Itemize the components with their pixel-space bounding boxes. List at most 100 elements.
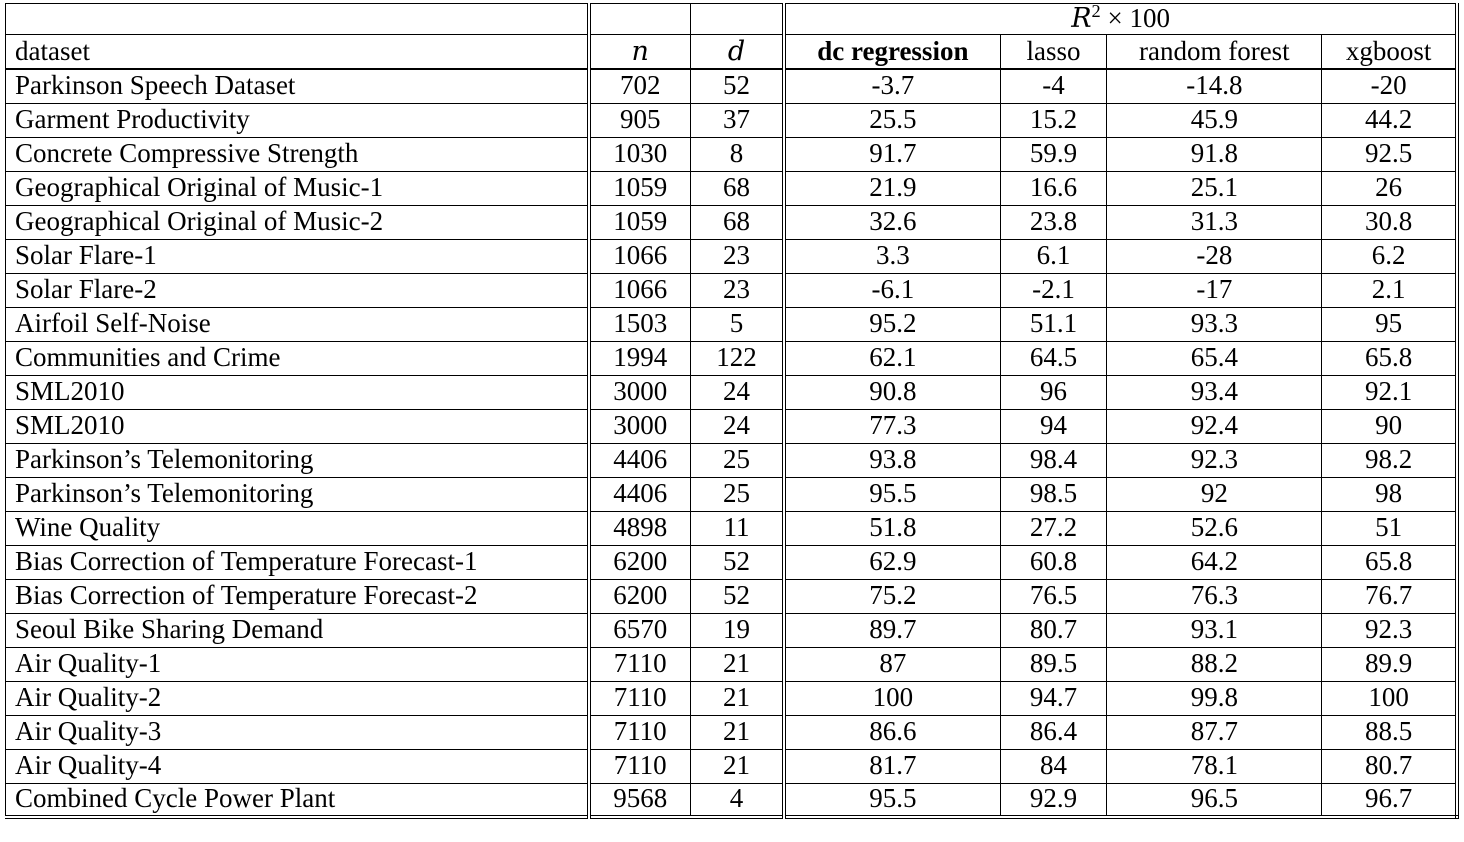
cell-xgb: 65.8 [1321,544,1457,580]
cell-dataset: Solar Flare-2 [5,272,591,308]
cell-n: 7110 [588,646,691,682]
header-spacer-cell [588,3,691,35]
cell-rf: -28 [1106,238,1323,274]
cell-rf: 76.3 [1106,578,1323,614]
cell-xgb: 6.2 [1321,238,1457,274]
cell-rf: 99.8 [1106,680,1323,716]
cell-d: 19 [690,612,787,648]
table-row: Air Quality-1 7110 21 87 89.5 88.2 89.9 [5,646,1457,682]
cell-lasso: 98.5 [1000,476,1108,512]
cell-dc: 25.5 [784,102,1001,138]
cell-dataset: SML2010 [5,374,591,410]
cell-lasso: 76.5 [1000,578,1108,614]
table-row: Bias Correction of Temperature Forecast-… [5,578,1457,614]
cell-n: 1066 [588,238,691,274]
times-100-label: × 100 [1100,3,1170,34]
cell-dc: -3.7 [784,68,1001,104]
cell-n: 3000 [588,374,691,410]
cell-d: 25 [690,442,787,478]
cell-lasso: 64.5 [1000,340,1108,376]
cell-lasso: 92.9 [1000,782,1108,818]
column-header-n: n [588,34,691,70]
cell-rf: -14.8 [1106,68,1323,104]
cell-dataset: Communities and Crime [5,340,591,376]
cell-d: 11 [690,510,787,546]
cell-xgb: 98.2 [1321,442,1457,478]
cell-n: 4898 [588,510,691,546]
cell-d: 37 [690,102,787,138]
table-header: R2 × 100 dataset n d dc regression lasso… [5,3,1457,70]
cell-n: 1066 [588,272,691,308]
cell-rf: 96.5 [1106,782,1323,818]
cell-lasso: 86.4 [1000,714,1108,750]
cell-xgb: 92.1 [1321,374,1457,410]
table-row: Air Quality-4 7110 21 81.7 84 78.1 80.7 [5,748,1457,784]
cell-lasso: 94.7 [1000,680,1108,716]
header-spacer-cell [690,3,787,35]
cell-dc: 77.3 [784,408,1001,444]
cell-xgb: 95 [1321,306,1457,342]
cell-dataset: Parkinson’s Telemonitoring [5,476,591,512]
cell-lasso: 16.6 [1000,170,1108,206]
table-row: Parkinson’s Telemonitoring 4406 25 95.5 98.5… [5,476,1457,512]
cell-xgb: 90 [1321,408,1457,444]
cell-dataset: Air Quality-1 [5,646,591,682]
cell-rf: 88.2 [1106,646,1323,682]
cell-dc: 51.8 [784,510,1001,546]
cell-rf: 92.4 [1106,408,1323,444]
cell-dataset: Air Quality-4 [5,748,591,784]
table-row: Solar Flare-2 1066 23 -6.1 -2.1 -17 2.1 [5,272,1457,308]
cell-dc: 87 [784,646,1001,682]
r2-comparison-table: R2 × 100 dataset n d dc regression lasso… [5,3,1459,819]
cell-n: 6200 [588,578,691,614]
cell-xgb: 30.8 [1321,204,1457,240]
cell-rf: 92.3 [1106,442,1323,478]
cell-dc: 90.8 [784,374,1001,410]
cell-dc: 86.6 [784,714,1001,750]
cell-dc: 62.9 [784,544,1001,580]
cell-lasso: 15.2 [1000,102,1108,138]
r2-symbol: R [1071,3,1092,35]
cell-xgb: 100 [1321,680,1457,716]
cell-xgb: 92.3 [1321,612,1457,648]
cell-n: 1059 [588,170,691,206]
cell-n: 6200 [588,544,691,580]
cell-d: 68 [690,204,787,240]
cell-d: 52 [690,68,787,104]
cell-d: 21 [690,680,787,716]
cell-dc: 21.9 [784,170,1001,206]
cell-xgb: 76.7 [1321,578,1457,614]
cell-dataset: Geographical Original of Music-1 [5,170,591,206]
cell-dataset: Seoul Bike Sharing Demand [5,612,591,648]
cell-rf: 52.6 [1106,510,1323,546]
cell-d: 4 [690,782,787,818]
cell-dc: 81.7 [784,748,1001,784]
cell-n: 3000 [588,408,691,444]
table-row: Airfoil Self-Noise 1503 5 95.2 51.1 93.3 95 [5,306,1457,342]
cell-n: 1059 [588,204,691,240]
cell-d: 52 [690,544,787,580]
cell-rf: 91.8 [1106,136,1323,172]
cell-dc: 32.6 [784,204,1001,240]
table-row: Concrete Compressive Strength 1030 8 91.7 59… [5,136,1457,172]
cell-rf: -17 [1106,272,1323,308]
cell-d: 21 [690,748,787,784]
cell-n: 905 [588,102,691,138]
cell-d: 25 [690,476,787,512]
cell-lasso: 89.5 [1000,646,1108,682]
cell-dataset: Wine Quality [5,510,591,546]
table-row: Air Quality-2 7110 21 100 94.7 99.8 100 [5,680,1457,716]
table-row: Parkinson Speech Dataset 702 52 -3.7 -4 -14.8… [5,68,1457,104]
cell-n: 1503 [588,306,691,342]
column-header-random-forest: random forest [1106,34,1323,70]
cell-xgb: -20 [1321,68,1457,104]
cell-dc: 93.8 [784,442,1001,478]
cell-dc: 95.5 [784,782,1001,818]
cell-d: 5 [690,306,787,342]
cell-xgb: 51 [1321,510,1457,546]
paper-results-table: R2 × 100 dataset n d dc regression lasso… [5,3,1464,819]
cell-d: 52 [690,578,787,614]
cell-n: 7110 [588,680,691,716]
cell-xgb: 80.7 [1321,748,1457,784]
table-body: Parkinson Speech Dataset 702 52 -3.7 -4 -14.8… [5,68,1457,818]
